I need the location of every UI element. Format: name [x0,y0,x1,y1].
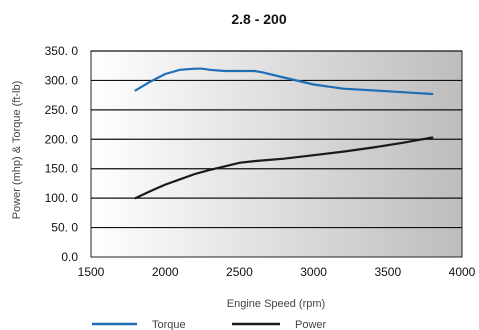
x-tick-label: 4000 [449,265,476,279]
legend: Torque Power [92,319,327,330]
legend-item-torque: Torque [92,319,186,330]
series-line-torque [134,67,434,96]
series-lines [134,67,434,200]
y-tick-label: 250. 0 [45,103,79,117]
plot-area [90,50,463,258]
x-tick-label: 3000 [300,265,327,279]
x-tick-label: 1500 [78,265,105,279]
x-axis-label: Engine Speed (rpm) [227,298,325,310]
series-line-power [134,136,434,200]
y-tick-label: 350. 0 [45,44,79,58]
legend-label: Power [295,319,327,330]
y-tick-label: 150. 0 [45,162,79,176]
y-tick-label: 0.0 [61,250,78,264]
chart-title: 2.8 - 200 [231,11,286,27]
x-tick-label: 2500 [226,265,253,279]
y-tick-label: 300. 0 [45,73,79,87]
y-axis-label: Power (mhp) & Torque (ft-lb) [11,81,23,220]
x-tick-label: 3500 [374,265,401,279]
y-tick-labels: 0.0 50. 0 100. 0 150. 0 200. 0 250. 0 300. 0 35… [45,44,79,264]
x-tick-labels: 1500 2000 2500 3000 3500 4000 [78,265,476,279]
legend-label: Torque [152,319,186,330]
legend-item-power: Power [232,319,327,330]
x-tick-label: 2000 [152,265,179,279]
y-tick-label: 100. 0 [45,191,79,205]
y-tick-label: 50. 0 [51,221,78,235]
y-tick-label: 200. 0 [45,132,79,146]
